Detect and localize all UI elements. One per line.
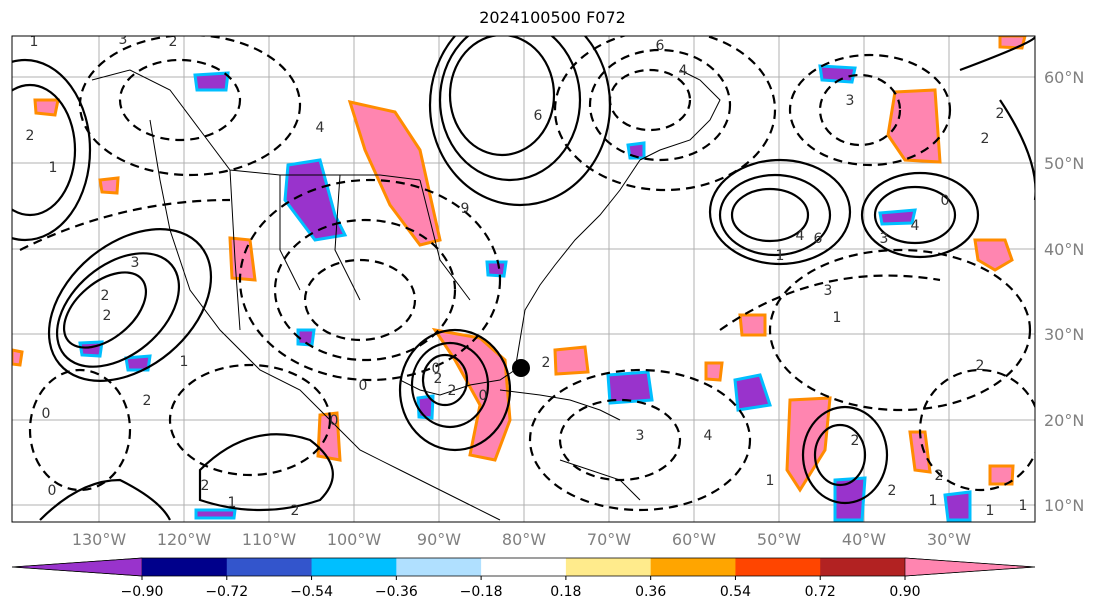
contour-value-label: 2 (996, 106, 1005, 122)
contour-value-label: 1 (986, 503, 995, 519)
colorbar-tick-label: 0.72 (805, 584, 836, 600)
contour-value-label: 2 (201, 478, 210, 494)
colorbar-tick-label: −0.72 (205, 584, 248, 600)
colorbar-tick-labels: −0.90 −0.72 −0.54 −0.36 −0.18 0.18 0.36 0.54 0.7… (121, 576, 921, 600)
contour-value-label: 4 (911, 218, 920, 234)
colorbar (11, 557, 1036, 577)
contour-value-label: 2 (143, 393, 152, 409)
colorbar-tick-label: 0.18 (550, 584, 581, 600)
contour-value-label: 1 (30, 34, 39, 50)
colorbar-segment (735, 558, 821, 576)
colorbar-tick-label: 0.36 (635, 584, 666, 600)
colorbar-segment (565, 558, 652, 576)
colorbar-tick-label: −0.54 (290, 584, 333, 600)
contour-value-label: 2 (101, 288, 110, 304)
contour-value-label: 1 (180, 354, 189, 370)
colorbar-segment (142, 558, 228, 576)
lon-tick-label: 130°W (72, 530, 127, 549)
lon-tick-label: 120°W (157, 530, 212, 549)
contour-value-label: 4 (796, 228, 805, 244)
colorbar-segment (311, 558, 397, 576)
contour-value-label: 4 (704, 428, 713, 444)
contour-value-label: 2 (935, 468, 944, 484)
colorbar-segment (820, 558, 906, 576)
longitude-tick-labels: 130°W 120°W 110°W 100°W 90°W 80°W 70°W 60°W 50°W… (72, 530, 971, 549)
map-frame (11, 35, 1036, 523)
lon-tick-label: 110°W (242, 530, 297, 549)
map-title: 2024100500 F072 (479, 8, 626, 27)
contour-value-label: 4 (679, 63, 688, 79)
contour-value-label: 1 (776, 248, 785, 264)
contour-value-label: 3 (119, 32, 128, 48)
lat-tick-label: 40°N (1044, 240, 1084, 259)
contour-value-label: 2 (26, 128, 35, 144)
colorbar-tick-label: −0.18 (460, 584, 503, 600)
contour-value-label: 1 (833, 310, 842, 326)
lat-tick-label: 20°N (1044, 411, 1084, 430)
lon-tick-label: 30°W (927, 530, 971, 549)
lon-tick-label: 70°W (587, 530, 631, 549)
contour-value-label: 2 (888, 483, 897, 499)
contour-value-label: 0 (330, 413, 339, 429)
lon-tick-label: 80°W (502, 530, 546, 549)
contour-value-label: 0 (48, 483, 57, 499)
contour-value-label: 3 (880, 231, 889, 247)
contour-value-label: 1 (228, 495, 237, 511)
lat-tick-label: 30°N (1044, 325, 1084, 344)
lat-tick-label: 50°N (1044, 154, 1084, 173)
colorbar-tick-label: −0.36 (375, 584, 418, 600)
contour-value-label: 1 (766, 473, 775, 489)
contour-value-label: 2 (434, 371, 443, 387)
colorbar-tick-label: 0.90 (889, 584, 920, 600)
contour-value-label: 2 (976, 358, 985, 374)
contour-value-label: 2 (981, 131, 990, 147)
lon-tick-label: 100°W (327, 530, 382, 549)
lon-tick-label: 60°W (672, 530, 716, 549)
contour-value-label: 1 (1019, 498, 1028, 514)
colorbar-extend-max (904, 557, 1036, 577)
colorbar-segment (226, 558, 313, 576)
contour-value-label: 1 (49, 160, 58, 176)
contour-value-label: 1 (929, 493, 938, 509)
contour-value-label: 2 (542, 355, 551, 371)
contour-value-label: 2 (851, 433, 860, 449)
contour-value-label: 0 (432, 361, 441, 377)
contour-value-label: 6 (534, 108, 543, 124)
contour-value-label: 2 (291, 503, 300, 519)
colorbar-tick-label: 0.54 (720, 584, 751, 600)
dashed-contours (19, 36, 1035, 512)
latitude-tick-labels: 60°N 50°N 40°N 30°N 20°N 10°N (1044, 68, 1084, 515)
storm-center-marker (512, 359, 530, 377)
shaded-anomalies (12, 36, 1027, 522)
contour-value-label: 2 (103, 308, 112, 324)
lon-tick-label: 90°W (417, 530, 461, 549)
contour-value-label: 9 (461, 201, 470, 217)
contour-value-label: 0 (359, 378, 368, 394)
lon-tick-label: 50°W (757, 530, 801, 549)
contour-value-label: 3 (636, 428, 645, 444)
contour-value-label: 0 (479, 388, 488, 404)
contour-value-label: 4 (316, 120, 325, 136)
contour-value-label: 2 (448, 383, 457, 399)
colorbar-segment (650, 558, 736, 576)
contour-value-label: 0 (42, 406, 51, 422)
contour-value-label: 3 (846, 93, 855, 109)
contour-value-label: 6 (814, 231, 823, 247)
lat-tick-label: 10°N (1044, 496, 1084, 515)
colorbar-segment (396, 558, 482, 576)
contour-value-label: 0 (941, 193, 950, 209)
colorbar-segment (481, 558, 567, 576)
colorbar-tick-label: −0.90 (121, 584, 164, 600)
contour-value-label: 6 (656, 38, 665, 54)
contour-value-label: 3 (131, 255, 140, 271)
colorbar-extend-min (11, 557, 143, 577)
lon-tick-label: 40°W (842, 530, 886, 549)
contour-value-label: 2 (169, 34, 178, 50)
lat-tick-label: 60°N (1044, 68, 1084, 87)
contour-value-label: 3 (824, 283, 833, 299)
solid-contours (12, 36, 1035, 521)
